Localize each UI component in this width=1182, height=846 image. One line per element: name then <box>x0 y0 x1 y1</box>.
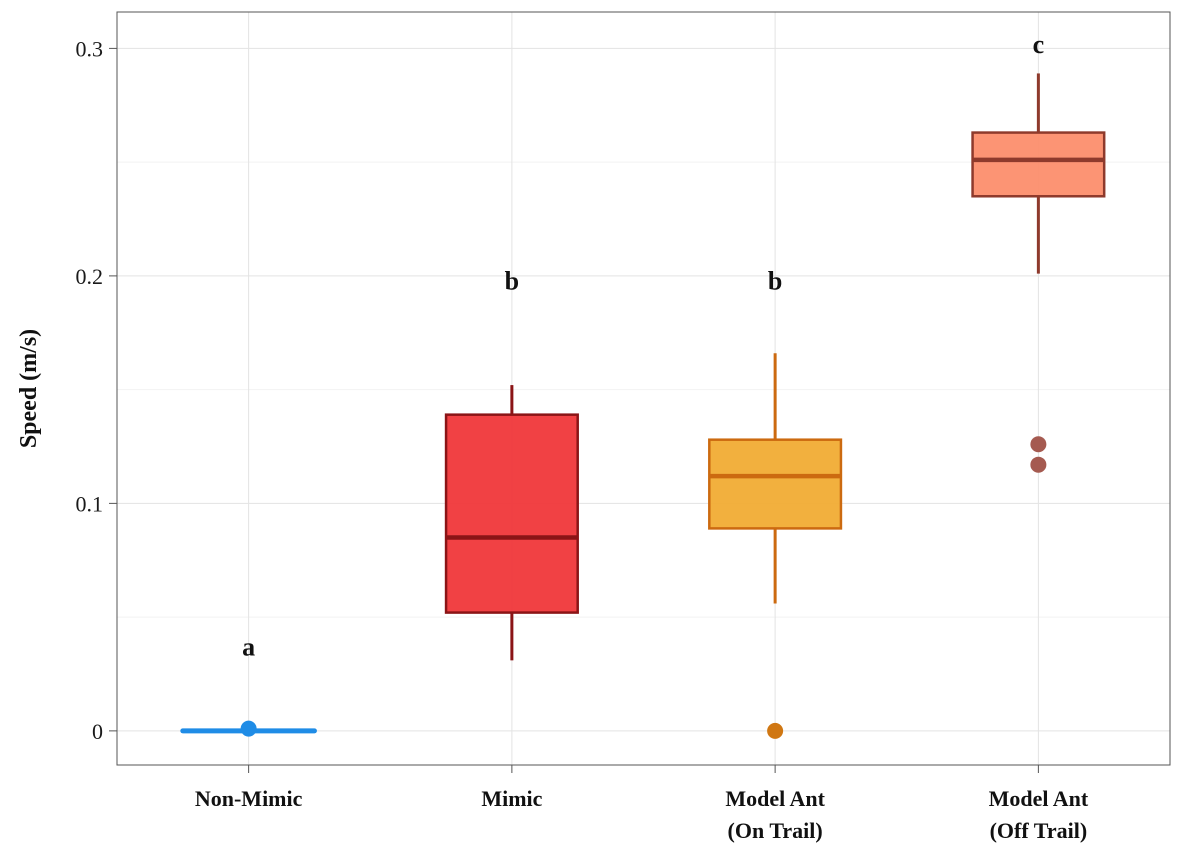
y-axis-label: Speed (m/s) <box>16 329 42 448</box>
x-tick-label: (On Trail) <box>728 818 823 843</box>
y-tick-label: 0.3 <box>76 36 104 61</box>
significance-letter: a <box>242 633 255 662</box>
y-tick-label: 0.2 <box>76 264 104 289</box>
boxes <box>180 73 1106 739</box>
grid-lines <box>117 12 1170 765</box>
box-4 <box>971 73 1106 473</box>
y-axis: 0 0.1 0.2 0.3 <box>76 36 117 744</box>
box-iqr <box>444 413 579 614</box>
plot-panel-border <box>116 11 1171 766</box>
significance-letter: b <box>505 266 519 295</box>
outlier-point <box>767 722 784 739</box>
outlier-point <box>240 720 257 737</box>
box-3 <box>708 353 843 739</box>
box-iqr <box>971 131 1106 198</box>
x-tick-label: Model Ant <box>725 786 825 811</box>
y-tick-label: 0.1 <box>76 491 104 516</box>
significance-letter: b <box>768 266 782 295</box>
significance-letters: a b b c <box>242 30 1044 662</box>
y-tick-label: 0 <box>92 719 103 744</box>
box-1 <box>180 720 317 737</box>
x-tick-label: (Off Trail) <box>990 818 1088 843</box>
x-tick-label: Non-Mimic <box>195 786 303 811</box>
x-axis: Non-Mimic Mimic Model Ant (On Trail) Model A… <box>195 765 1089 843</box>
outlier-point <box>1030 456 1047 473</box>
x-tick-label: Mimic <box>481 786 542 811</box>
box-iqr <box>708 438 843 530</box>
box-2 <box>444 385 579 661</box>
significance-letter: c <box>1033 30 1045 59</box>
outlier-point <box>1030 436 1047 453</box>
x-tick-label: Model Ant <box>989 786 1089 811</box>
